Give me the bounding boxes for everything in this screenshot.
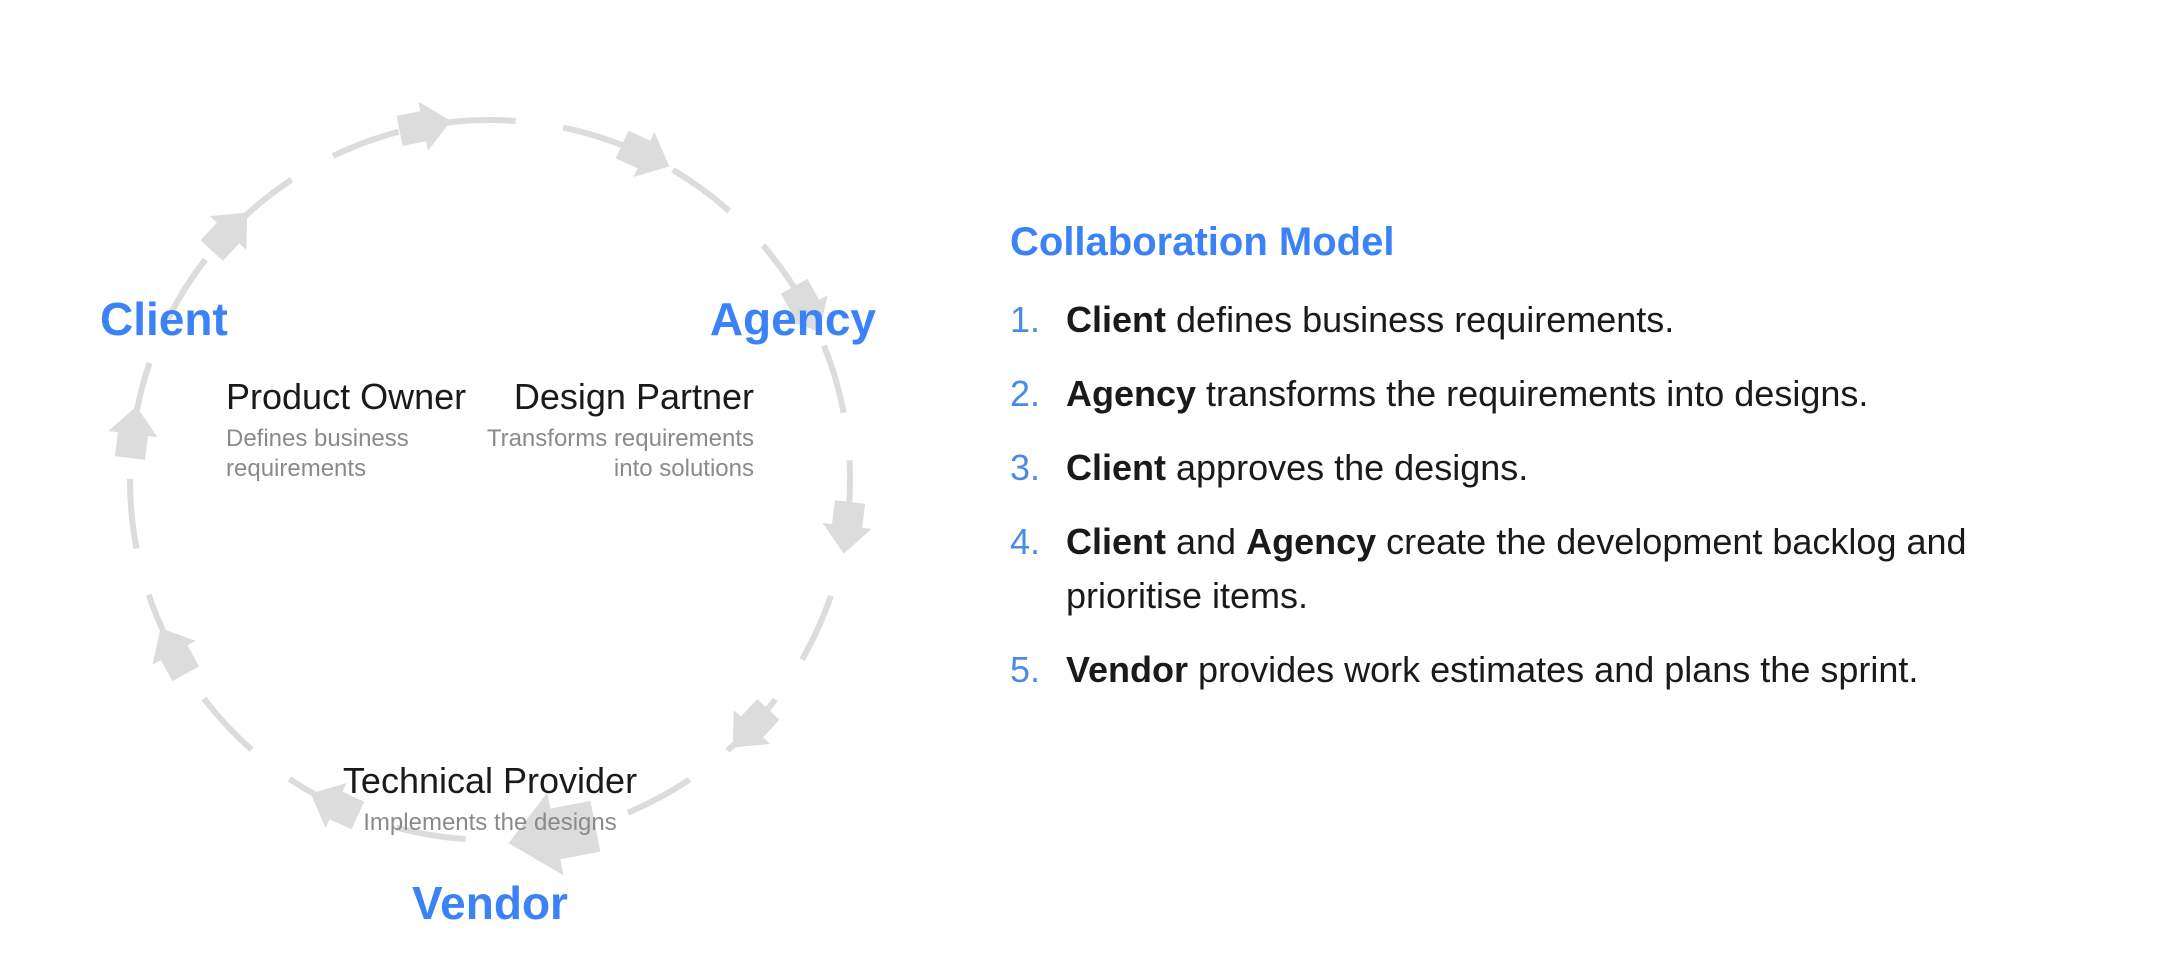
step-item: Client defines business requirements. (1010, 293, 2090, 347)
step-text: approves the designs. (1166, 447, 1528, 488)
role-block-vendor: Technical Provider Implements the designs (343, 760, 637, 838)
role-desc-client: Defines businessrequirements (226, 424, 466, 484)
step-list: Client defines business requirements. Age… (1010, 293, 2090, 697)
step-bold-text: Client (1066, 447, 1166, 488)
step-bold-text: Client (1066, 299, 1166, 340)
role-subtitle-client: Product Owner (226, 376, 466, 418)
text-panel: Collaboration Model Client defines busin… (1010, 220, 2090, 717)
step-item: Vendor provides work estimates and plans… (1010, 643, 2090, 697)
step-item: Client and Agency create the development… (1010, 515, 2090, 623)
role-subtitle-vendor: Technical Provider (343, 760, 637, 802)
step-item: Client approves the designs. (1010, 441, 2090, 495)
cycle-diagram: Client Product Owner Defines businessrequi… (80, 20, 900, 940)
step-bold-text: Client (1066, 521, 1166, 562)
step-item: Agency transforms the requirements into … (1010, 367, 2090, 421)
role-desc-agency: Transforms requirementsinto solutions (487, 424, 754, 484)
role-label-client: Client (100, 296, 228, 342)
step-text: and (1166, 521, 1246, 562)
step-text: provides work estimates and plans the sp… (1188, 649, 1918, 690)
role-label-vendor: Vendor (412, 880, 568, 926)
role-block-agency: Design Partner Transforms requirementsint… (487, 376, 754, 484)
step-text: defines business requirements. (1166, 299, 1674, 340)
role-label-agency: Agency (710, 296, 876, 342)
section-heading: Collaboration Model (1010, 220, 2090, 265)
step-text: transforms the requirements into designs… (1196, 373, 1868, 414)
step-bold-text: Agency (1246, 521, 1376, 562)
role-subtitle-agency: Design Partner (487, 376, 754, 418)
role-desc-vendor: Implements the designs (343, 808, 637, 838)
step-bold-text: Vendor (1066, 649, 1188, 690)
role-block-client: Product Owner Defines businessrequirement… (226, 376, 466, 484)
step-bold-text: Agency (1066, 373, 1196, 414)
